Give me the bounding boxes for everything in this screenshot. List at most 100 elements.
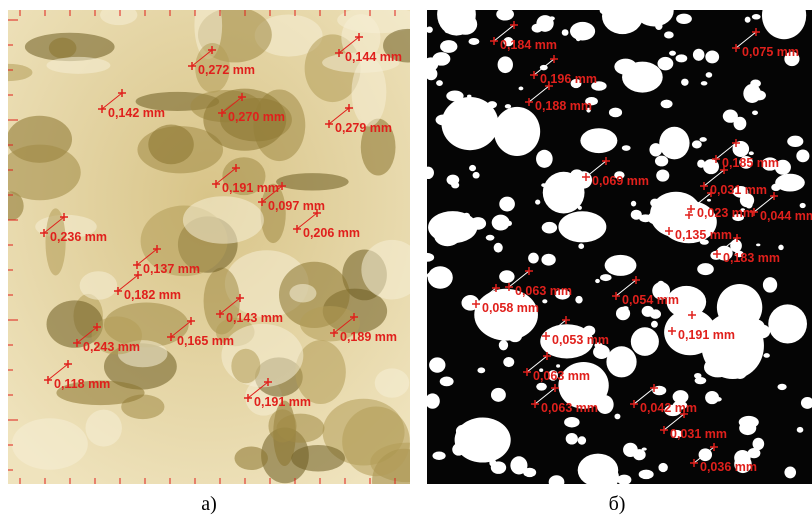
particle: [231, 349, 260, 384]
particle: [46, 57, 110, 74]
particle: [49, 38, 77, 59]
particle: [352, 57, 387, 126]
particle: [595, 279, 600, 283]
particle: [463, 213, 470, 220]
particle: [436, 80, 443, 86]
particle: [800, 203, 806, 208]
particle: [498, 56, 513, 73]
particle: [477, 367, 485, 373]
particle: [653, 309, 659, 313]
micrograph-a: [0, 0, 444, 514]
particle: [549, 475, 565, 489]
particle: [519, 87, 524, 91]
measurement-label: 0,044 mm: [760, 209, 812, 223]
particle: [701, 81, 708, 85]
particle: [496, 8, 514, 21]
measurement-label: 0,279 mm: [335, 121, 392, 135]
particle: [489, 459, 496, 466]
particle: [473, 418, 488, 434]
particle: [473, 172, 480, 179]
measurement-label: 0,069 mm: [592, 174, 649, 188]
particle: [622, 145, 631, 151]
particle: [582, 222, 596, 237]
particle: [676, 14, 692, 24]
particle: [542, 299, 547, 303]
particle: [784, 466, 796, 478]
measurement-label: 0,118 mm: [54, 377, 110, 391]
particle: [777, 384, 786, 390]
particle: [649, 143, 662, 156]
particle: [600, 274, 611, 281]
measurement-label: 0,023 mm: [697, 206, 754, 220]
particle: [532, 24, 543, 33]
particle: [80, 271, 118, 299]
particle: [447, 175, 460, 186]
caption: б): [609, 493, 626, 515]
measurement-label: 0,063 mm: [541, 401, 598, 415]
particle: [693, 49, 705, 61]
particle: [676, 54, 688, 62]
particle: [664, 31, 674, 38]
measurement-label: 0,182 mm: [124, 288, 181, 302]
measurement-label: 0,031 mm: [710, 183, 767, 197]
particle: [456, 425, 471, 438]
measurement-label: 0,137 mm: [143, 262, 200, 276]
particle: [768, 304, 807, 343]
measurement-label: 0,184 mm: [500, 38, 557, 52]
particle: [420, 253, 434, 262]
particle: [699, 137, 706, 142]
particle: [468, 38, 479, 45]
particle: [276, 173, 349, 190]
particle: [543, 172, 585, 214]
particle: [787, 24, 800, 33]
measurement-label: 0,135 mm: [675, 228, 732, 242]
measurement-label: 0,058 mm: [482, 301, 539, 315]
particle: [425, 67, 437, 80]
particle: [505, 104, 511, 108]
particle: [440, 377, 454, 387]
particle: [535, 200, 540, 205]
particle: [631, 210, 642, 220]
particle: [489, 435, 504, 448]
particle: [705, 50, 719, 63]
measurement-label: 0,053 mm: [552, 333, 609, 347]
particle: [763, 353, 769, 358]
particle: [617, 475, 631, 485]
particle: [536, 383, 547, 391]
particle: [0, 145, 81, 201]
particle: [494, 243, 503, 253]
particle: [507, 221, 512, 226]
particle: [631, 327, 659, 356]
particle: [655, 156, 668, 167]
particle: [562, 29, 569, 36]
particle: [575, 296, 582, 304]
particle: [291, 445, 345, 471]
particle: [268, 409, 296, 442]
measurement-label: 0,272 mm: [198, 63, 255, 77]
measurement-label: 0,165 mm: [177, 334, 234, 348]
particle: [669, 51, 676, 56]
measurement-label: 0,236 mm: [50, 230, 107, 244]
particle: [752, 110, 758, 115]
particle: [745, 293, 756, 304]
particle: [681, 79, 688, 86]
measurement-label: 0,063 mm: [515, 284, 572, 298]
particle: [426, 26, 433, 32]
particle: [695, 377, 707, 384]
particle: [796, 149, 809, 162]
particle: [85, 410, 121, 447]
particle: [707, 199, 711, 202]
measurement-label: 0,206 mm: [303, 226, 360, 240]
measurement-label: 0,191 mm: [222, 181, 279, 195]
particle: [692, 140, 702, 148]
particle: [491, 388, 506, 402]
particle: [499, 197, 515, 212]
particle: [503, 357, 514, 367]
particle: [596, 395, 613, 414]
particle: [616, 307, 630, 320]
particle: [576, 36, 581, 41]
particle: [739, 421, 756, 435]
particle: [100, 5, 137, 25]
particle: [606, 346, 636, 377]
particle: [494, 107, 540, 156]
